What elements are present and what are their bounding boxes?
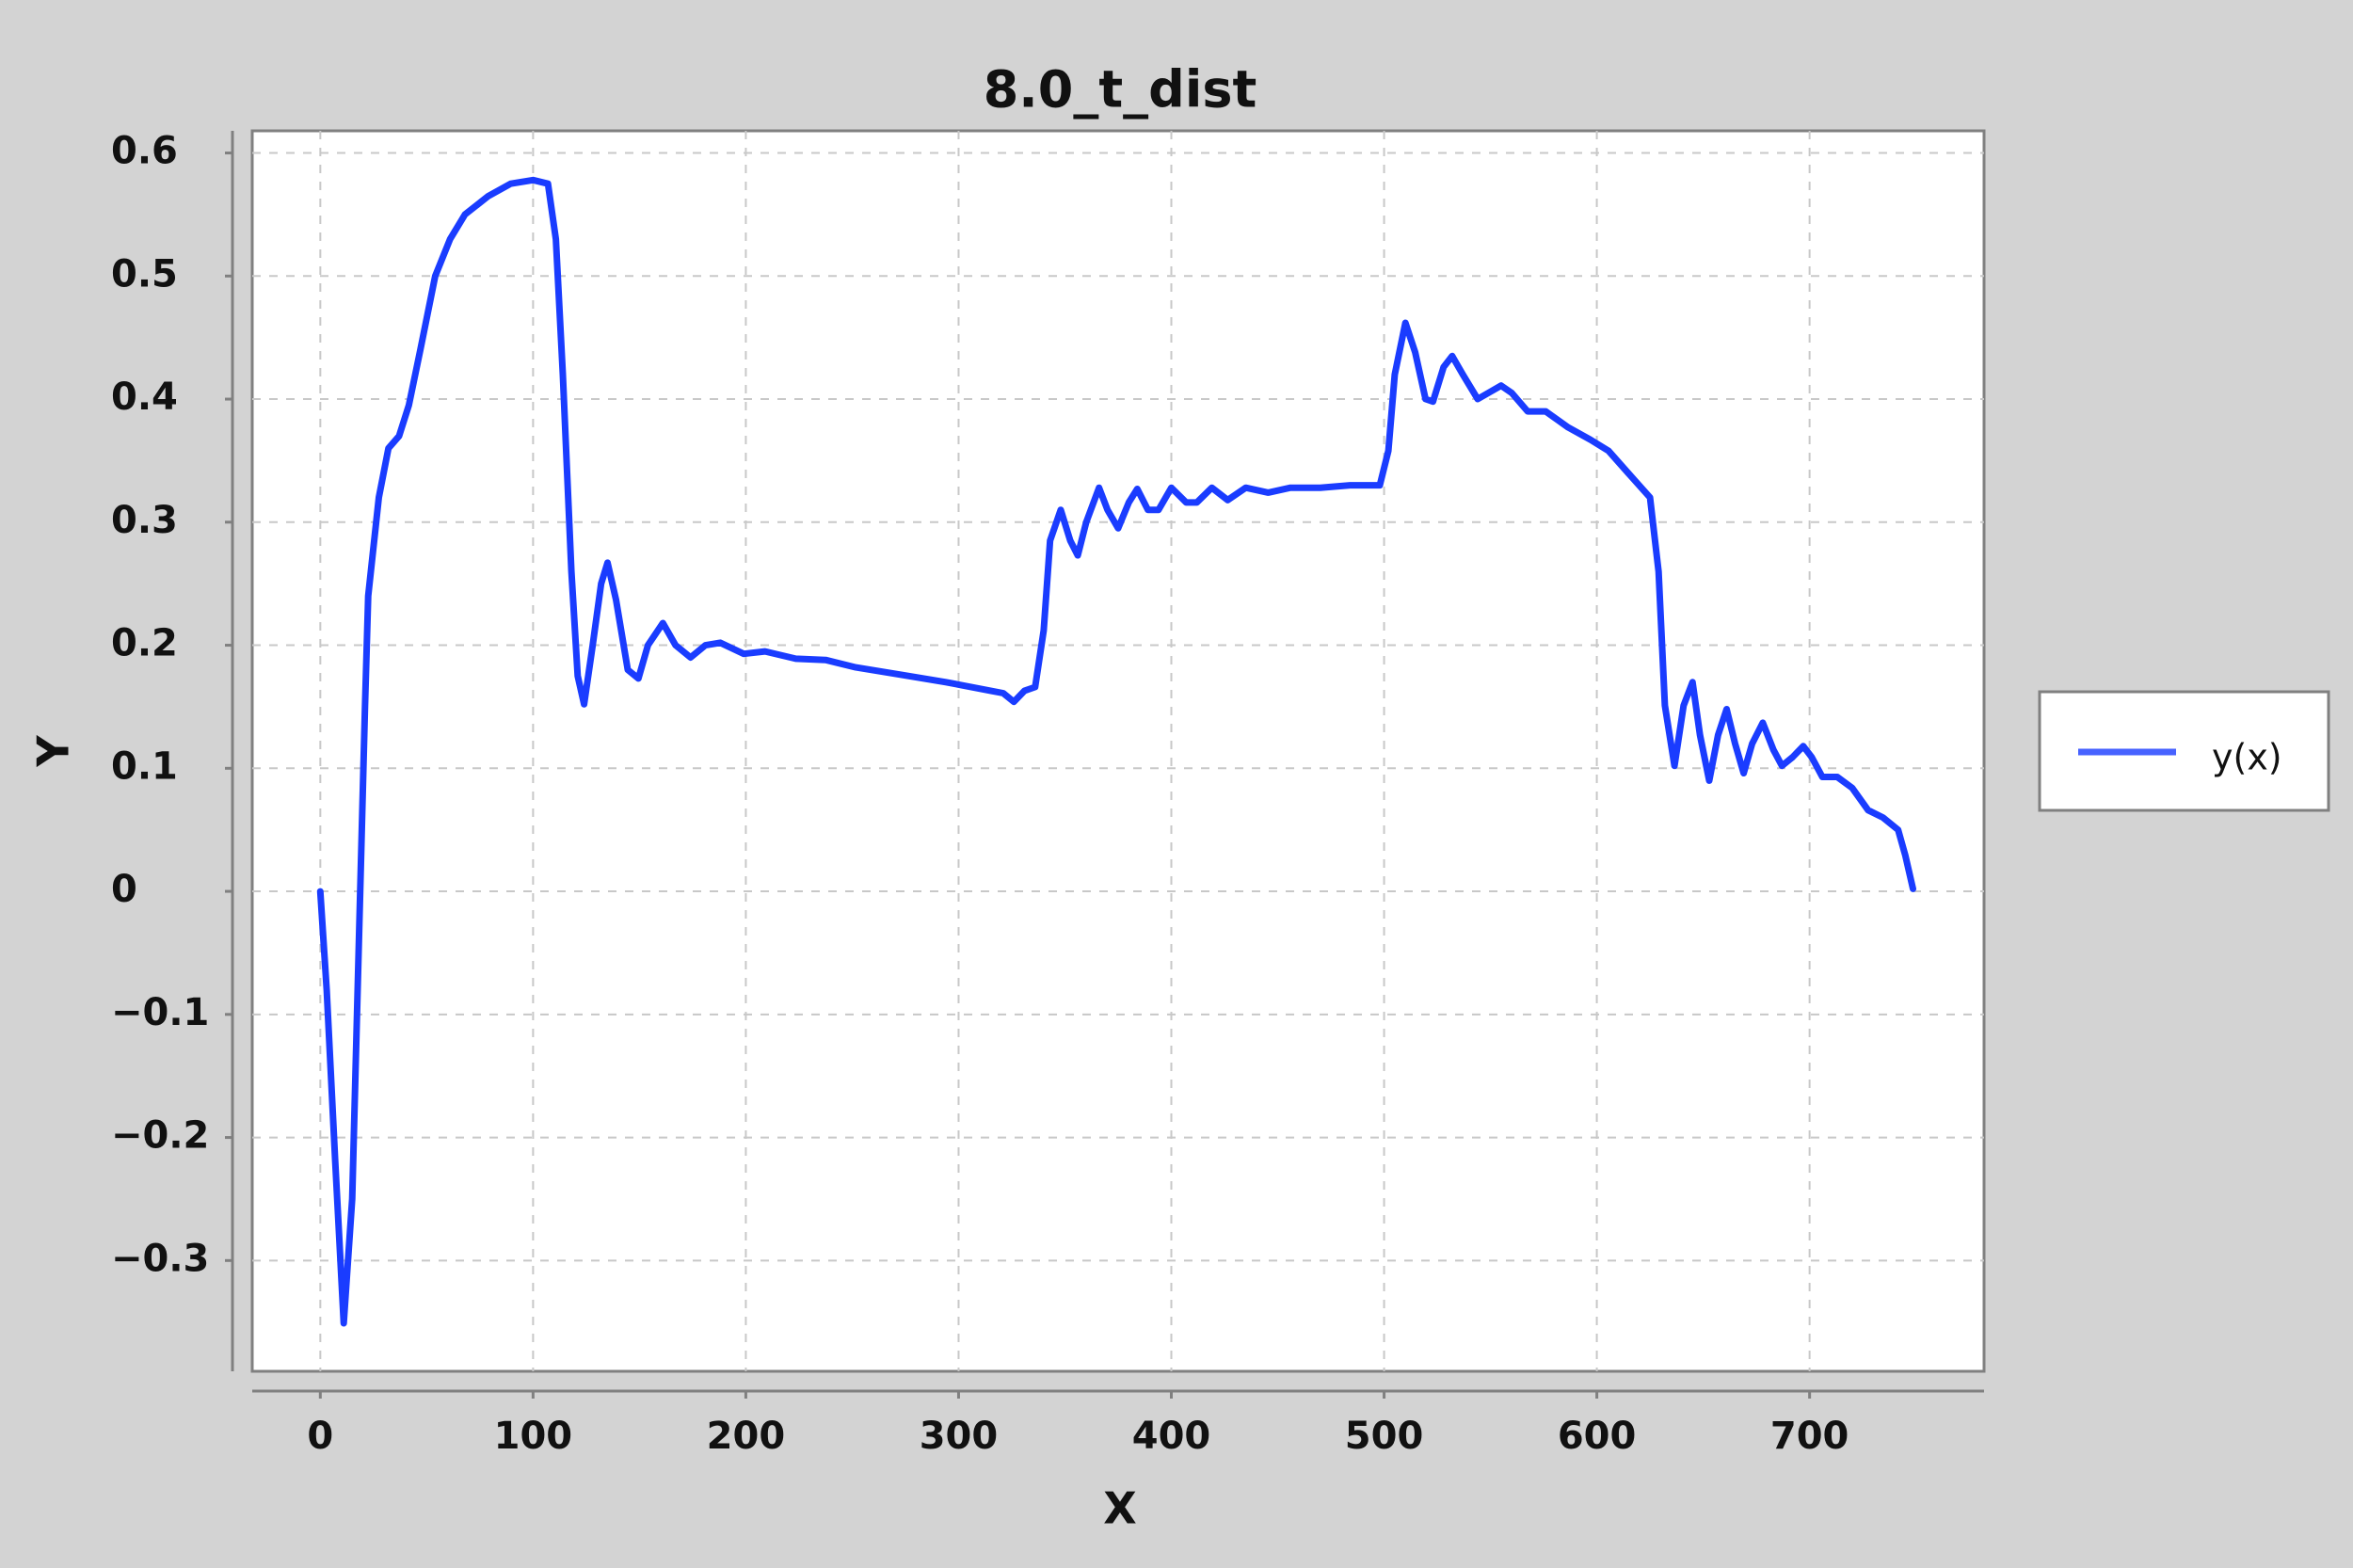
y-tick-label: 0.4 (111, 376, 178, 419)
y-tick-label: −0.3 (111, 1237, 209, 1280)
data-line (316, 176, 1916, 1327)
x-tick-label: 200 (707, 1415, 786, 1458)
legend-label: y(x) (2212, 737, 2282, 778)
y-tick-label: −0.2 (111, 1114, 209, 1158)
x-tick-label: 0 (307, 1415, 333, 1458)
x-tick-label: 400 (1132, 1415, 1211, 1458)
y-tick-label: 0.2 (111, 622, 178, 665)
x-tick-label: 300 (920, 1415, 999, 1458)
y-axis-label: Y (28, 735, 79, 768)
x-tick-label: 700 (1770, 1415, 1849, 1458)
y-tick-label: 0.3 (111, 499, 178, 542)
x-tick-label: 500 (1345, 1415, 1424, 1458)
x-axis-label: X (1103, 1483, 1136, 1534)
x-tick-label: 600 (1558, 1415, 1637, 1458)
y-tick-label: 0 (111, 868, 137, 911)
y-tick-label: −0.1 (111, 991, 209, 1034)
y-tick-label: 0.6 (111, 130, 178, 173)
y-tick-label: 0.1 (111, 744, 178, 788)
chart-title: 8.0_t_dist (984, 60, 1257, 120)
x-tick-label: 100 (494, 1415, 573, 1458)
y-tick-label: 0.5 (111, 252, 178, 296)
plot-area (250, 129, 1986, 1373)
